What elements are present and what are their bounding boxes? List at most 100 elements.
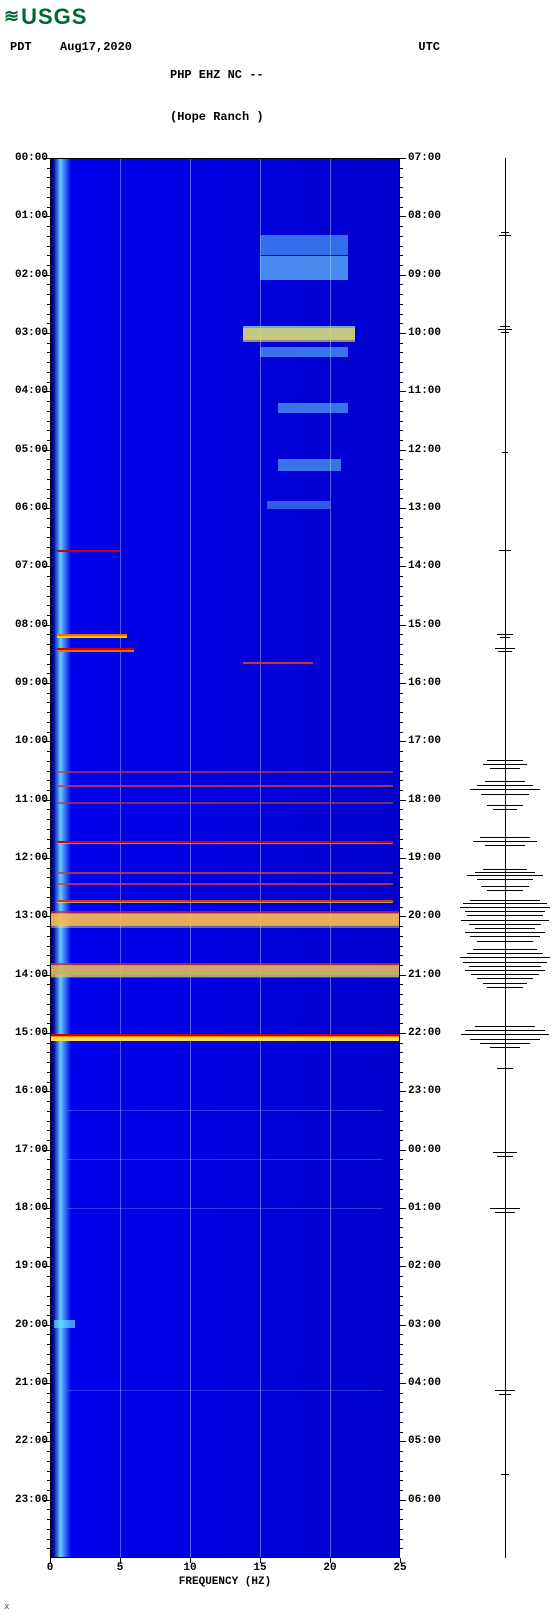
tick-mark — [400, 1091, 406, 1092]
waveform-baseline — [505, 158, 506, 1558]
minor-tick — [47, 780, 50, 781]
minor-tick — [400, 207, 403, 208]
tick-mark — [44, 391, 50, 392]
waveform-spike — [487, 805, 523, 806]
tick-mark — [44, 508, 50, 509]
gridline-vertical — [120, 158, 121, 1558]
y-tick-right: 18:00 — [408, 794, 441, 806]
minor-tick — [400, 1023, 403, 1024]
waveform-spike — [465, 932, 545, 933]
waveform-spike — [465, 970, 545, 971]
minor-tick — [47, 168, 50, 169]
spectrogram-event — [57, 843, 393, 845]
minor-tick — [400, 809, 403, 810]
waveform-spike — [477, 978, 533, 979]
minor-tick — [400, 430, 403, 431]
minor-tick — [400, 1227, 403, 1228]
tick-mark — [400, 1208, 406, 1209]
waveform-spike — [463, 903, 547, 904]
minor-tick — [400, 246, 403, 247]
minor-tick — [47, 829, 50, 830]
waveform-spike — [465, 1030, 545, 1031]
minor-tick — [400, 1334, 403, 1335]
minor-tick — [400, 877, 403, 878]
minor-tick — [47, 1121, 50, 1122]
waveform-spike — [502, 452, 508, 453]
tick-mark — [44, 1150, 50, 1151]
minor-tick — [47, 1257, 50, 1258]
minor-tick — [47, 819, 50, 820]
minor-tick — [400, 1101, 403, 1102]
waveform-spike — [475, 928, 535, 929]
minor-tick — [400, 634, 403, 635]
minor-tick — [47, 693, 50, 694]
minor-tick — [47, 615, 50, 616]
logo-wave-icon: ≋ — [4, 6, 19, 28]
minor-tick — [47, 421, 50, 422]
waveform-spike — [497, 1068, 513, 1069]
tick-mark — [400, 1383, 406, 1384]
spectrogram-event — [278, 459, 341, 471]
minor-tick — [400, 586, 403, 587]
minor-tick — [400, 547, 403, 548]
tick-mark — [400, 1558, 401, 1563]
y-tick-right: 23:00 — [408, 1085, 441, 1097]
minor-tick — [400, 537, 403, 538]
minor-tick — [400, 1305, 403, 1306]
minor-tick — [400, 1111, 403, 1112]
minor-tick — [47, 576, 50, 577]
waveform-spike — [480, 837, 530, 838]
minor-tick — [47, 1529, 50, 1530]
minor-tick — [47, 605, 50, 606]
minor-tick — [47, 1276, 50, 1277]
minor-tick — [47, 1227, 50, 1228]
y-tick-left: 07:00 — [0, 560, 48, 572]
waveform-spike — [495, 1212, 515, 1213]
minor-tick — [400, 664, 403, 665]
minor-tick — [47, 1111, 50, 1112]
minor-tick — [47, 1364, 50, 1365]
y-tick-right: 11:00 — [408, 385, 441, 397]
tick-mark — [190, 1558, 191, 1563]
minor-tick — [400, 1529, 403, 1530]
waveform-spike — [490, 1047, 520, 1048]
minor-tick — [400, 848, 403, 849]
tick-mark — [44, 625, 50, 626]
minor-tick — [400, 771, 403, 772]
minor-tick — [47, 848, 50, 849]
y-tick-left: 06:00 — [0, 502, 48, 514]
tick-mark — [400, 450, 406, 451]
waveform-spike — [495, 1390, 515, 1391]
minor-tick — [400, 1004, 403, 1005]
spectrogram-event — [50, 914, 400, 927]
waveform-spike — [501, 232, 509, 233]
waveform-spike — [467, 953, 543, 954]
y-tick-left: 23:00 — [0, 1494, 48, 1506]
waveform-spike — [493, 1152, 517, 1153]
y-tick-right: 22:00 — [408, 1027, 441, 1039]
minor-tick — [400, 1062, 403, 1063]
minor-tick — [400, 732, 403, 733]
minor-tick — [400, 722, 403, 723]
minor-tick — [400, 936, 403, 937]
spectrogram-event — [54, 1320, 75, 1328]
waveform-spike — [500, 326, 510, 327]
minor-tick — [47, 294, 50, 295]
minor-tick — [400, 994, 403, 995]
y-tick-right: 00:00 — [408, 1144, 441, 1156]
left-tz-label: PDT — [0, 40, 60, 152]
y-tick-left: 13:00 — [0, 910, 48, 922]
minor-tick — [400, 557, 403, 558]
minor-tick — [400, 1052, 403, 1053]
minor-tick — [47, 1218, 50, 1219]
waveform-spike — [463, 962, 547, 963]
minor-tick — [47, 1159, 50, 1160]
minor-tick — [47, 1082, 50, 1083]
y-tick-left: 09:00 — [0, 677, 48, 689]
tick-mark — [44, 916, 50, 917]
waveform-spike — [487, 987, 523, 988]
waveform-spike — [500, 637, 510, 638]
minor-tick — [47, 479, 50, 480]
minor-tick — [47, 926, 50, 927]
minor-tick — [400, 168, 403, 169]
